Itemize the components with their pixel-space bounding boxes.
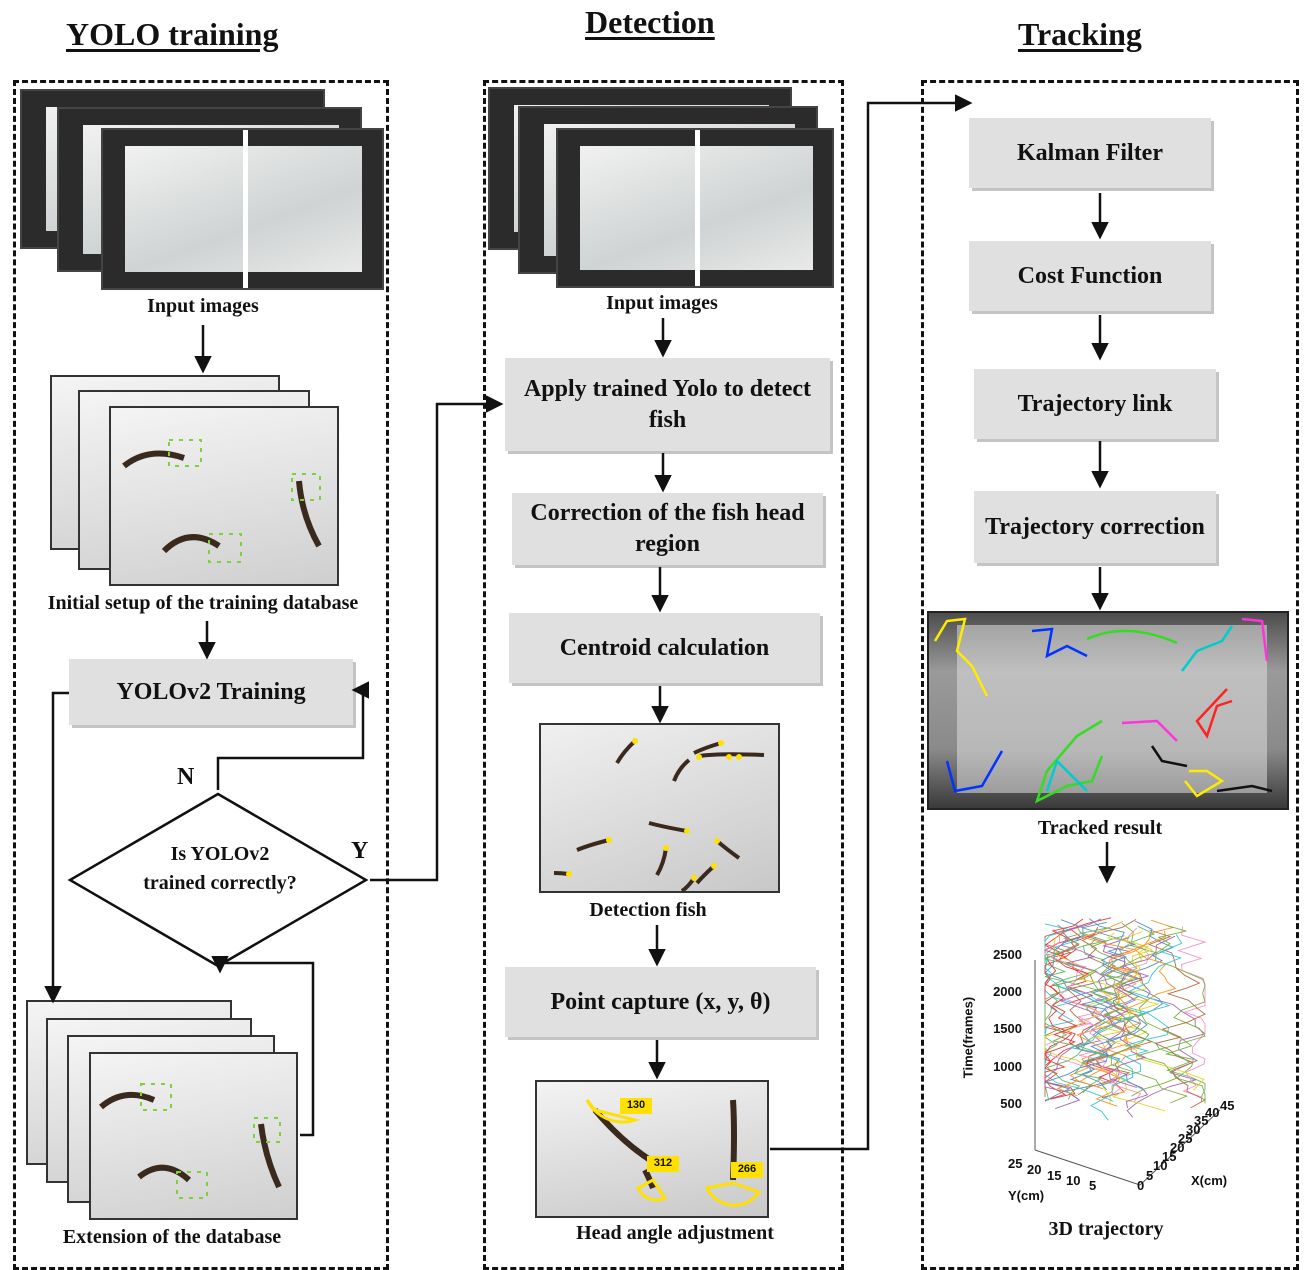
z-tick-500: 500 [1000, 1096, 1022, 1111]
trajectory-line [1044, 923, 1170, 1092]
trajectory-correction-box: Trajectory correction [974, 491, 1216, 563]
trajectory-line [1147, 929, 1206, 1109]
detection-fish-image [539, 723, 780, 893]
point-capture-box: Point capture (x, y, θ) [505, 967, 816, 1037]
trajectory-line [1069, 934, 1183, 1121]
no-label: N [177, 764, 195, 790]
yolov2-training-box: YOLOv2 Training [69, 659, 353, 725]
z-tick-1000: 1000 [993, 1059, 1022, 1074]
y-tick-5: 5 [1089, 1178, 1097, 1193]
y-axis-label: Y(cm) [1008, 1188, 1045, 1203]
training-input-caption: Input images [147, 295, 259, 317]
z-axis-label: Time(frames) [960, 996, 976, 1079]
trajectory-line [1085, 925, 1206, 1103]
angle-label-130: 130 [626, 1099, 646, 1111]
tracked-result-caption: Tracked result [1037, 817, 1163, 839]
x-tick-30: 30 [1186, 1122, 1201, 1137]
x-tick-45: 45 [1220, 1098, 1235, 1113]
angle-label-312: 312 [653, 1157, 673, 1169]
decision-text: Is YOLOv2 trained correctly? [143, 843, 297, 894]
z-tick-1500: 1500 [993, 1021, 1022, 1036]
trajectory-link-box: Trajectory link [974, 369, 1216, 439]
detection-fish-caption: Detection fish [589, 899, 707, 921]
title-yolo-training: YOLO training [66, 16, 279, 52]
yes-label: Y [351, 838, 369, 864]
z-tick-2500: 2500 [993, 947, 1022, 962]
head-correction-box: Correction of the fish head region [512, 493, 823, 565]
x-tick-40: 40 [1205, 1105, 1220, 1120]
trajectory-line [1177, 926, 1207, 1098]
trajectory-line [1088, 925, 1189, 1104]
x-tick-5: 5 [1146, 1168, 1154, 1183]
x-tick-20: 20 [1170, 1140, 1185, 1155]
training-extension-caption: Extension of the database [62, 1226, 282, 1248]
y-tick-15: 15 [1047, 1168, 1062, 1183]
title-detection: Detection [585, 4, 715, 40]
x-tick-0: 0 [1137, 1178, 1145, 1193]
trajectory-line [1060, 918, 1147, 1088]
trajectory-line [1044, 918, 1084, 1085]
trajectory-3d-plot [1034, 917, 1221, 1186]
x-tick-15: 15 [1162, 1149, 1177, 1164]
trajectory-line [1043, 927, 1110, 1094]
x-tick-10: 10 [1153, 1158, 1168, 1173]
kalman-filter-box: Kalman Filter [969, 118, 1211, 188]
title-tracking: Tracking [1018, 16, 1142, 52]
apply-yolo-box: Apply trained Yolo to detect fish [505, 358, 830, 451]
x-tick-25: 25 [1178, 1131, 1193, 1146]
trajectory-line [1044, 917, 1125, 1099]
trajectory-line [1060, 919, 1139, 1091]
x-tick-35: 35 [1194, 1113, 1209, 1128]
trajectory-line [1044, 936, 1147, 1100]
trajectory-line [1075, 924, 1194, 1097]
training-setup-caption: Initial setup of the training database [47, 592, 359, 614]
trajectory-3d-caption: 3D trajectory [1048, 1218, 1164, 1240]
y-tick-25: 25 [1008, 1156, 1023, 1171]
cost-function-box: Cost Function [969, 241, 1211, 311]
trajectory-line [1059, 935, 1176, 1109]
head-angle-caption: Head angle adjustment [576, 1222, 774, 1244]
centroid-box: Centroid calculation [509, 613, 820, 683]
trajectory-line [1044, 928, 1125, 1098]
detection-input-caption: Input images [606, 292, 718, 314]
z-tick-2000: 2000 [993, 984, 1022, 999]
y-tick-10: 10 [1066, 1173, 1081, 1188]
trajectory-line [1092, 932, 1205, 1091]
x-axis-label: X(cm) [1191, 1173, 1228, 1188]
y-tick-20: 20 [1027, 1162, 1042, 1177]
angle-label-266: 266 [737, 1163, 757, 1175]
trajectory-line [1121, 922, 1206, 1104]
